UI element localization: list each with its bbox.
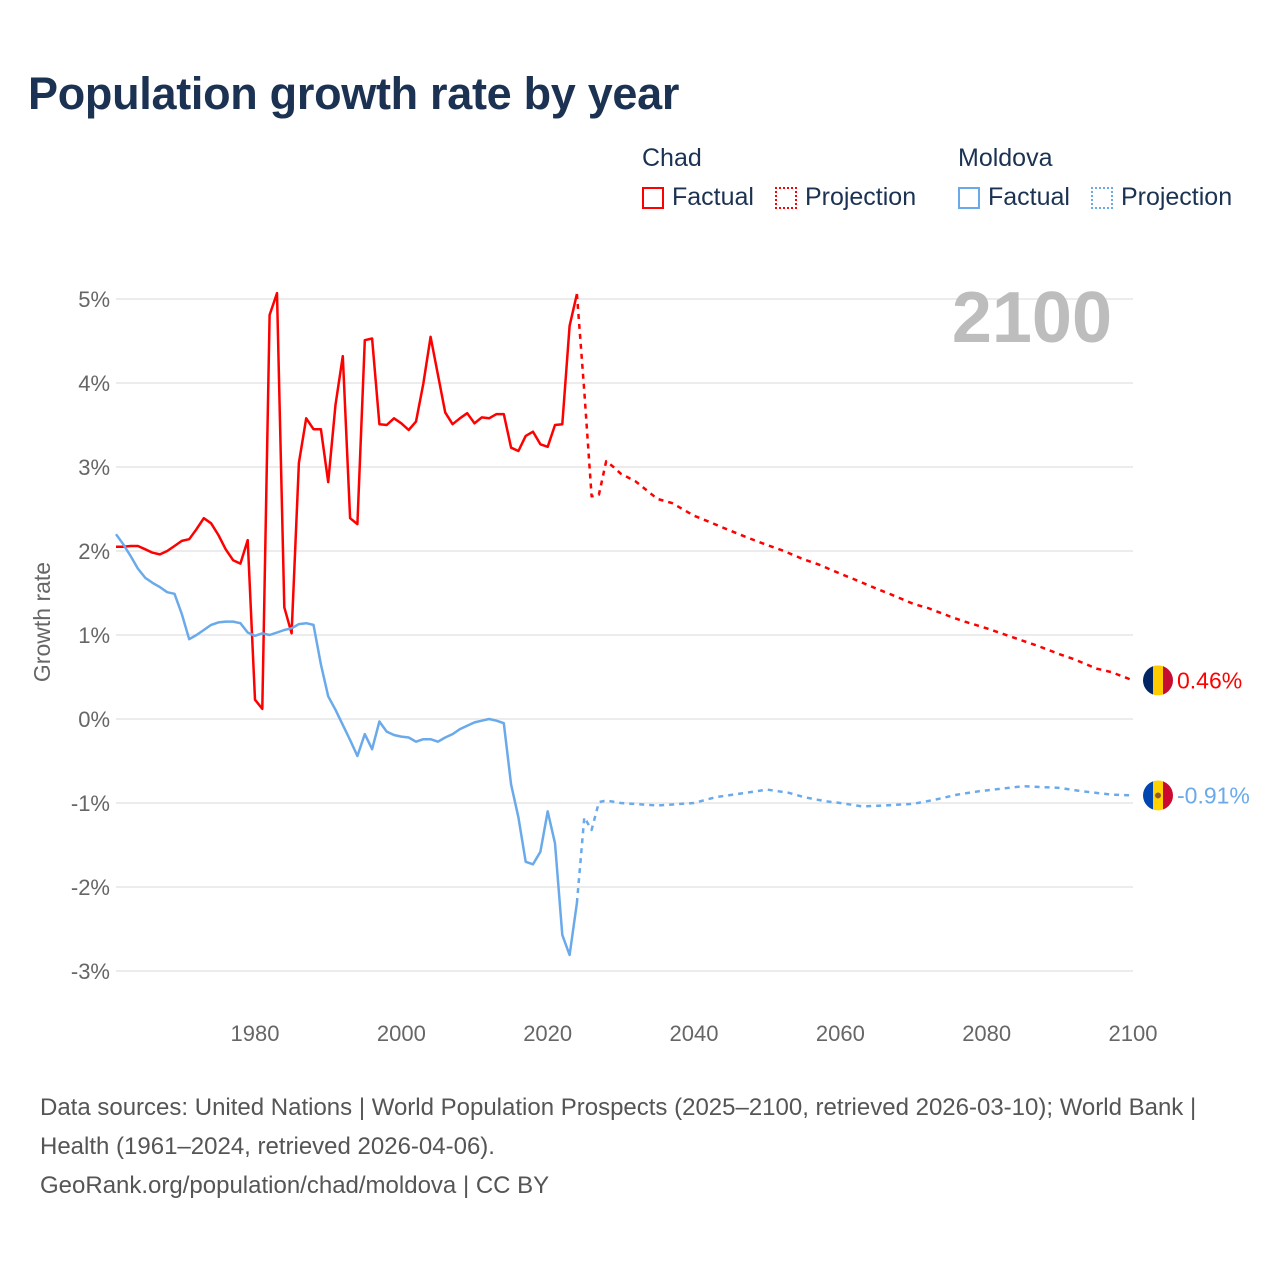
flag-stripe bbox=[1143, 780, 1154, 811]
legend-chad-projection[interactable]: Projection bbox=[774, 183, 917, 212]
legend-moldova-factual[interactable]: Factual bbox=[958, 183, 1070, 212]
x-tick-label: 2000 bbox=[377, 1021, 426, 1046]
legend-label: Factual bbox=[988, 183, 1070, 211]
legend-label: Projection bbox=[1120, 183, 1233, 211]
x-tick-label: 2080 bbox=[962, 1021, 1011, 1046]
x-tick-label: 2060 bbox=[816, 1021, 865, 1046]
y-tick-label: -2% bbox=[71, 875, 110, 900]
moldova-projection-line bbox=[575, 784, 1134, 904]
y-tick-label: 1% bbox=[78, 623, 110, 648]
flag-stripe bbox=[1143, 665, 1154, 696]
chad-end-marker: 0.46% bbox=[1143, 665, 1242, 696]
y-tick-label: -3% bbox=[71, 959, 110, 984]
y-tick-label: 2% bbox=[78, 539, 110, 564]
legend-moldova-projection[interactable]: Projection bbox=[1090, 183, 1233, 212]
chad-projection-line bbox=[575, 293, 1134, 682]
chart-title: Population growth rate by year bbox=[28, 68, 680, 119]
sources-footer: Data sources: United Nations | World Pop… bbox=[40, 1088, 1240, 1205]
flag-stripe bbox=[1163, 780, 1173, 811]
solid-swatch-icon bbox=[958, 186, 980, 209]
y-tick-label: 5% bbox=[78, 287, 110, 312]
end-value-label: -0.91% bbox=[1177, 782, 1250, 808]
solid-swatch-icon bbox=[642, 186, 664, 209]
chad-flag-icon bbox=[1143, 665, 1173, 696]
x-tick-label: 2100 bbox=[1109, 1021, 1158, 1046]
flag-emblem bbox=[1155, 792, 1161, 799]
attribution-link[interactable]: GeoRank.org/population/chad/moldova | CC… bbox=[40, 1172, 550, 1199]
x-tick-label: 1980 bbox=[231, 1021, 280, 1046]
end-value-label: 0.46% bbox=[1177, 667, 1242, 693]
moldova-factual-line bbox=[114, 533, 579, 957]
legend-label: Projection bbox=[804, 183, 917, 211]
legend-chad-title: Chad bbox=[642, 144, 702, 172]
y-tick-label: 3% bbox=[78, 455, 110, 480]
x-tick-label: 2020 bbox=[523, 1021, 572, 1046]
legend-chad: Chad Factual Projection bbox=[642, 144, 930, 216]
current-year-label: 2100 bbox=[952, 278, 1112, 358]
legend-label: Factual bbox=[672, 183, 754, 211]
y-tick-label: -1% bbox=[71, 791, 110, 816]
chad-factual-line bbox=[116, 291, 579, 711]
dotted-swatch-icon bbox=[1090, 186, 1113, 209]
flag-stripe bbox=[1163, 665, 1173, 696]
x-tick-label: 2040 bbox=[670, 1021, 719, 1046]
moldova-end-marker: -0.91% bbox=[1143, 780, 1250, 811]
legend-moldova-title: Moldova bbox=[958, 144, 1053, 172]
legend-chad-factual[interactable]: Factual bbox=[642, 183, 754, 212]
flag-stripe bbox=[1153, 665, 1164, 696]
dotted-swatch-icon bbox=[774, 186, 797, 209]
y-tick-label: 0% bbox=[78, 707, 110, 732]
data-sources-text: Data sources: United Nations | World Pop… bbox=[40, 1094, 1197, 1160]
moldova-flag-icon bbox=[1143, 780, 1173, 811]
legend-moldova: Moldova Factual Projection bbox=[958, 144, 1232, 216]
y-axis-label: Growth rate bbox=[29, 562, 55, 682]
y-tick-label: 4% bbox=[78, 371, 110, 396]
